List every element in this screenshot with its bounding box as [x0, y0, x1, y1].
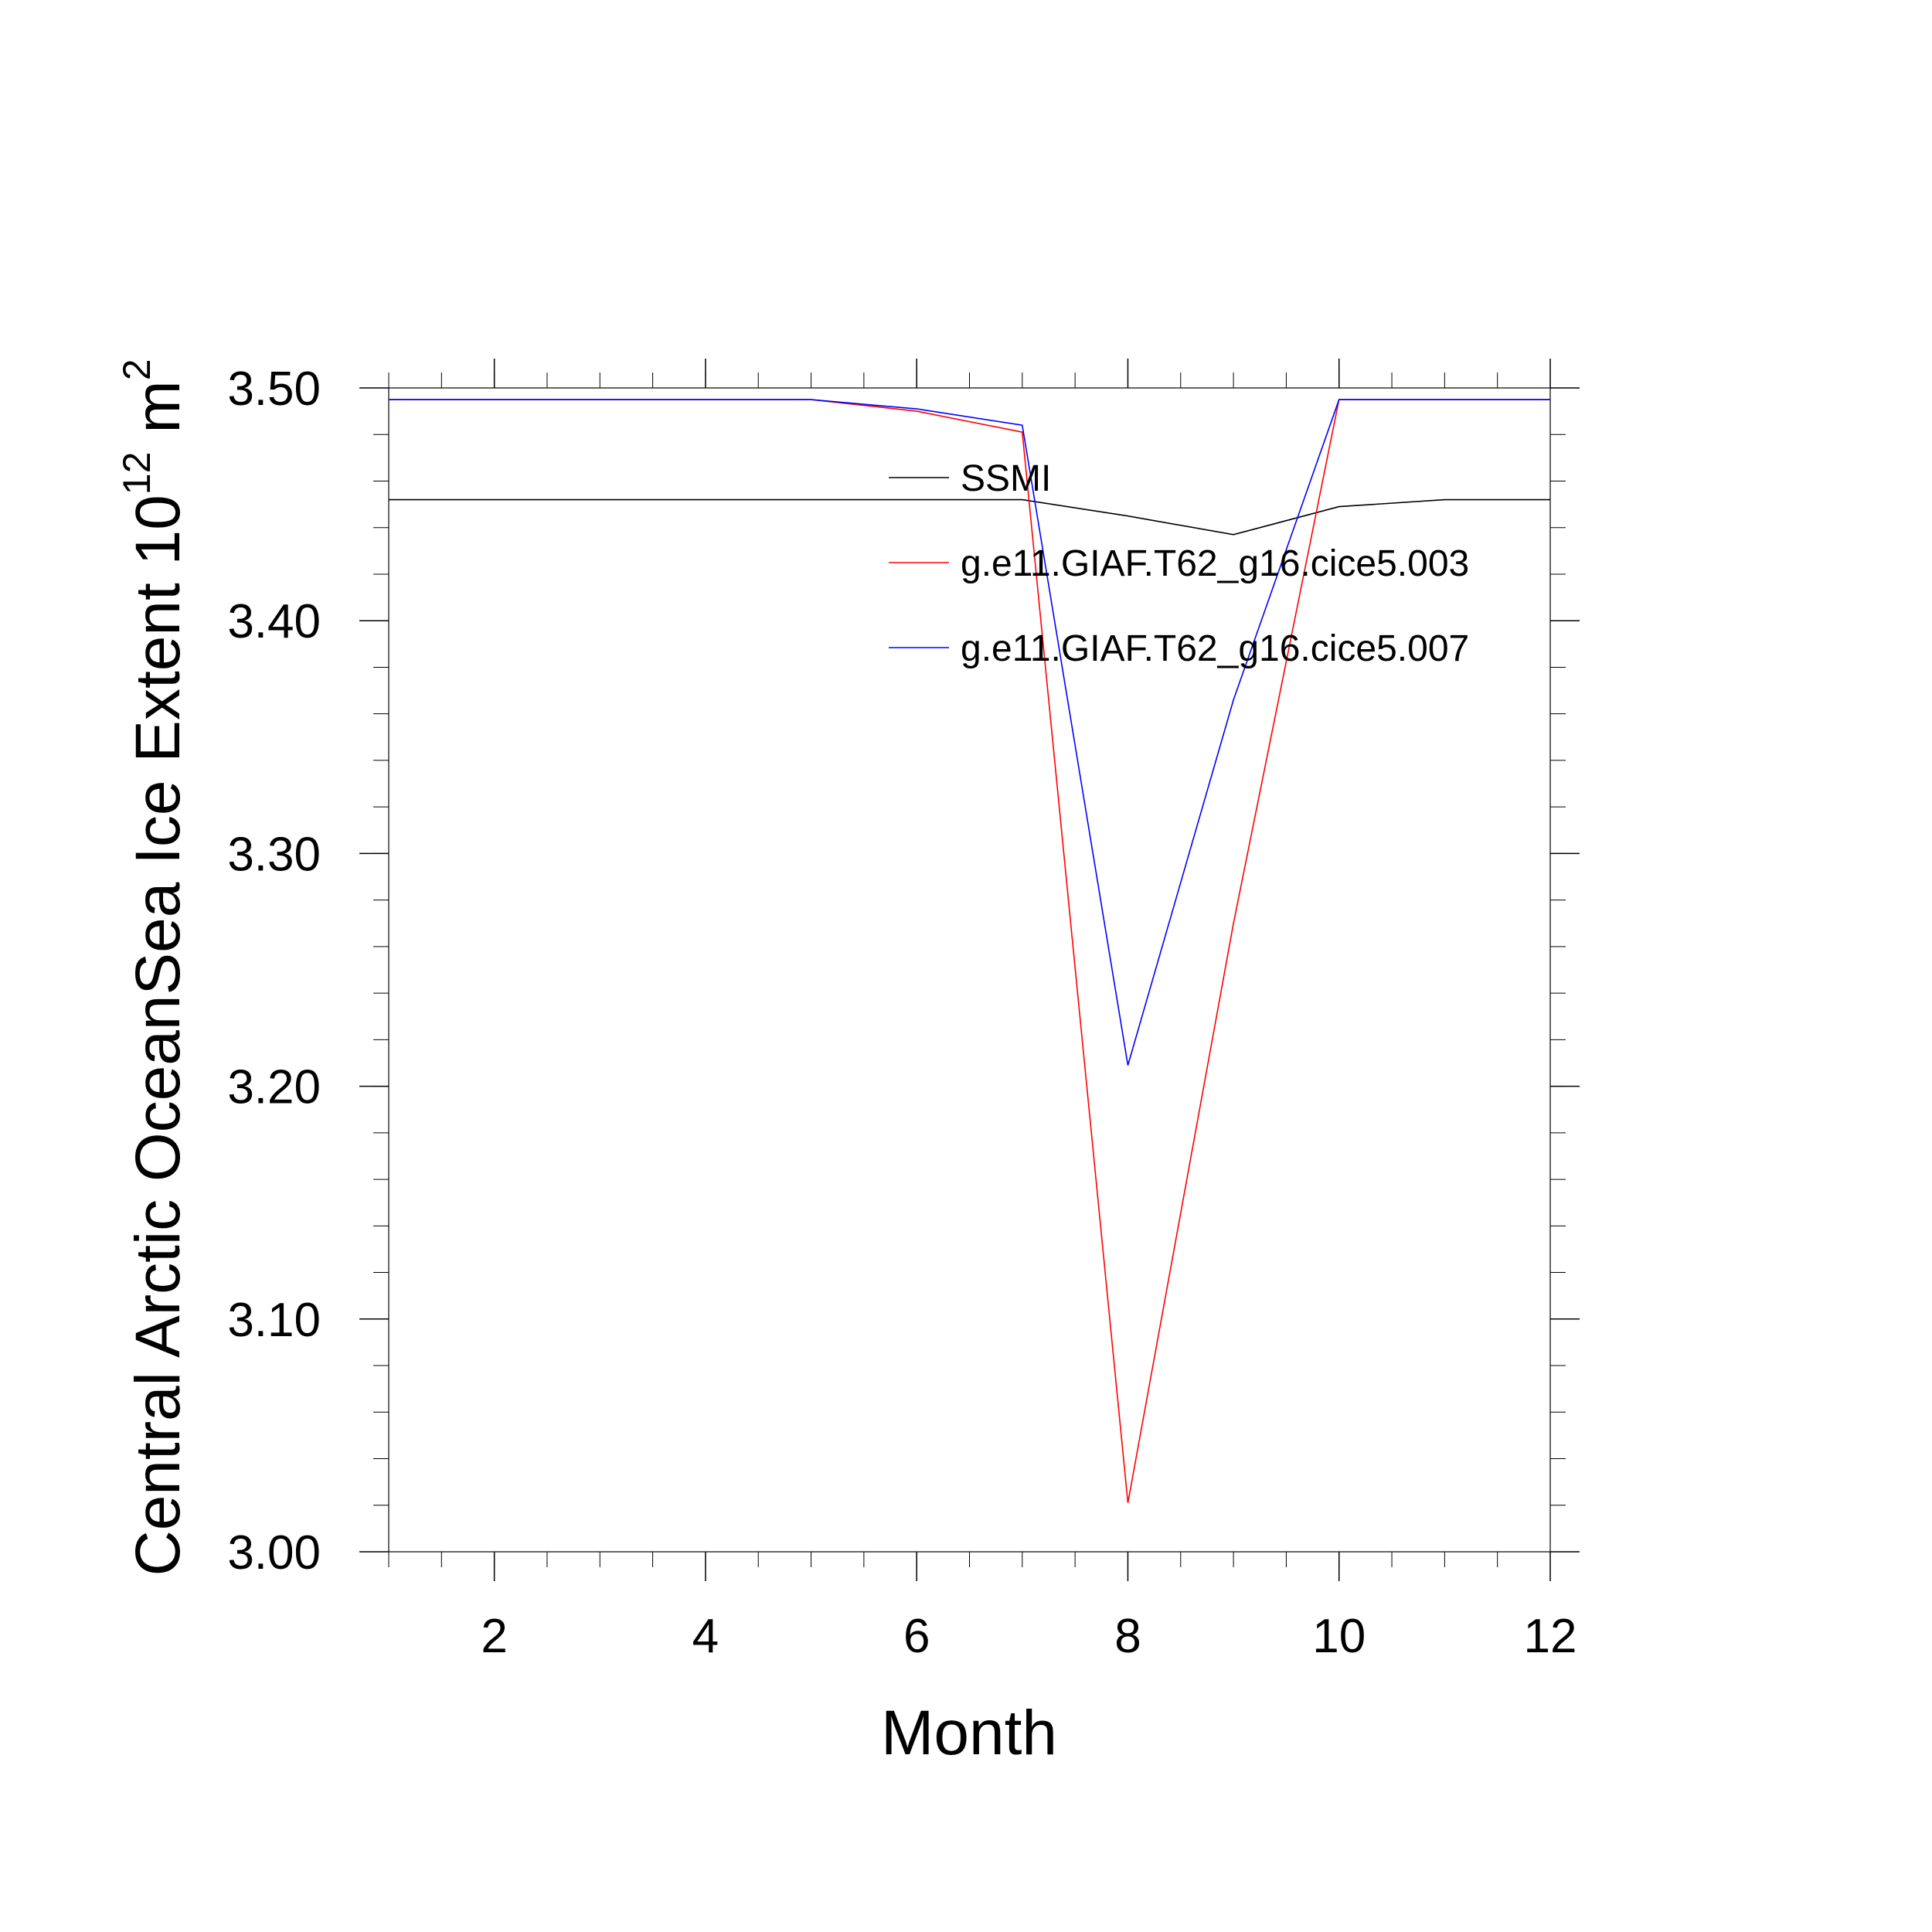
y-axis-label-text: Central Arctic OceanSea Ice Extent 10 — [123, 495, 193, 1576]
y-tick-label: 3.00 — [227, 1526, 321, 1580]
y-tick-label: 3.40 — [227, 595, 321, 648]
y-axis-label: Central Arctic OceanSea Ice Extent 1012 m… — [115, 359, 193, 1576]
y-tick-label: 3.50 — [227, 362, 321, 416]
legend: SSMI g.e11.GIAF.T62_g16.cice5.003 g.e11.GI… — [889, 458, 1469, 669]
y-axis-label-exponent: 12 — [115, 452, 158, 495]
y-tick-label: 3.20 — [227, 1061, 321, 1114]
x-tick-label: 10 — [1312, 1610, 1366, 1663]
x-tick-label: 4 — [692, 1610, 719, 1663]
y-axis-label-unit: m — [123, 380, 193, 433]
legend-label: g.e11.GIAF.T62_g16.cice5.003 — [961, 543, 1469, 584]
y-axis-label-unit-exponent: 2 — [115, 359, 158, 380]
series-line — [389, 399, 1550, 1066]
series-line — [389, 498, 1550, 536]
y-tick-label: 3.10 — [227, 1294, 321, 1347]
x-tick-label: 8 — [1114, 1610, 1141, 1663]
x-axis-label: Month — [881, 1698, 1057, 1768]
series-lines — [389, 399, 1550, 1503]
x-tick-label: 6 — [903, 1610, 930, 1663]
y-tick-label: 3.30 — [227, 828, 321, 881]
x-tick-label: 12 — [1524, 1610, 1577, 1663]
x-axis: 2 4 6 8 10 12 — [388, 359, 1577, 1663]
legend-label: SSMI — [961, 458, 1051, 499]
legend-label: g.e11.GIAF.T62_g16.cice5.007 — [961, 628, 1469, 669]
y-axis: 3.00 3.10 3.20 3.30 3.40 3.50 — [227, 362, 1580, 1580]
x-tick-label: 2 — [481, 1610, 507, 1663]
